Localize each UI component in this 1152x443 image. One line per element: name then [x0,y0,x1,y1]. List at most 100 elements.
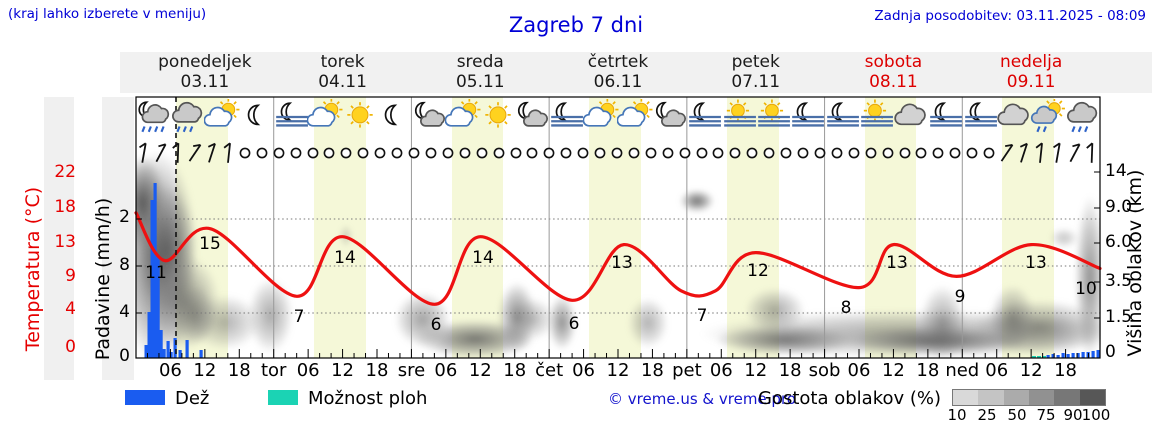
wind-symbol [306,142,322,164]
day-date: 07.11 [731,72,781,92]
density-tick-label: 100 [1081,406,1111,424]
calm-wind-icon [374,147,386,159]
calm-wind-icon [899,147,910,159]
wind-symbol [492,142,508,164]
x-hour-label: 18 [640,360,664,381]
day-header-petek: petek 07.11 [686,52,826,92]
wind-symbol [1050,142,1066,164]
wind-symbol [661,142,677,164]
wind-symbol [610,142,626,164]
wind-barb-icon [139,142,148,163]
calm-wind-icon [865,147,877,159]
wind-symbol [542,142,558,164]
calm-wind-icon [831,147,843,159]
page-title: Zagreb 7 dni [508,13,644,37]
wind-symbol [830,142,846,164]
day-name: torek [320,52,365,72]
weather-icon-moon [239,99,275,135]
calm-wind-icon [966,147,978,159]
day-name: četrtek [548,52,688,72]
weather-icon-sun-cloud [444,98,481,135]
calm-wind-icon [560,147,572,159]
moon-fog-icon [276,102,308,127]
day-name: sobota [823,52,963,72]
day-name: sreda [456,52,504,72]
day-date: 03.11 [135,72,275,92]
wind-symbol [948,142,964,164]
day-header-band [120,52,1152,93]
daylight-band [451,97,504,358]
sun-fog-icon [758,99,790,127]
calm-wind-icon [577,147,589,159]
weather-icon-moon-fog [273,99,309,135]
cloud-tick-label: 1.5 [1105,307,1133,327]
temp-tick-label: 4 [65,299,76,319]
wind-symbol [238,142,254,164]
calm-wind-icon [543,147,555,159]
wind-symbol [373,142,389,164]
day-date: 06.11 [548,72,688,92]
day-date: 09.11 [961,72,1101,92]
wind-symbol [407,142,423,164]
sun-icon [347,102,373,128]
density-scale-segment [1003,390,1029,405]
density-tick-label: 25 [977,406,997,424]
wind-symbol [745,142,761,164]
day-date: 09.11 [1006,72,1056,92]
calm-wind-icon [797,147,809,159]
wind-symbol [458,142,474,164]
cloud-icon [997,103,1029,126]
wind-symbol [881,142,897,164]
weather-icon-sun-cloud [306,98,343,135]
calm-wind-icon [983,147,995,159]
x-hour-label: 06 [709,360,733,381]
weather-icon-moon-fog [927,99,963,135]
day-date: 08.11 [823,72,963,92]
calm-wind-icon [256,147,268,159]
wind-symbol [204,142,220,164]
weather-icon-moon-cloud [514,99,550,135]
wind-barb-icon [188,143,202,162]
sun-cloud-icon [306,98,343,127]
sun-cloud-rain-icon [1031,97,1066,133]
wind-symbol [1084,142,1100,164]
wind-symbol [914,142,930,164]
calm-wind-icon [696,147,707,159]
copyright-link[interactable]: © vreme.us & vreme.pro [608,390,796,408]
wind-barb-icon [172,142,180,163]
sun-cloud-icon [444,98,481,127]
x-hour-label: 06 [434,360,458,381]
wind-barb-icon [1085,142,1093,163]
x-hour-label: 06 [572,360,596,381]
cloud-shading-blob [628,298,668,348]
sun-icon [484,102,511,128]
cloud-tick-label: 14 [1105,161,1127,181]
x-hour-label: 06 [158,360,182,381]
wind-symbol [1016,142,1032,164]
x-hour-label: 18 [778,360,802,381]
density-scale-segment [1054,390,1080,405]
day-date: 05.11 [455,72,505,92]
wind-symbol [187,142,203,164]
calm-wind-icon [340,147,352,159]
wind-symbol [813,142,829,164]
cloud-shading-blob [1075,195,1101,358]
temp-tick-label: 13 [54,232,76,252]
moon-fog-icon [792,102,825,127]
day-date: 04.11 [318,72,367,92]
sun-fog-icon [723,99,756,127]
density-tick-label: 75 [1036,406,1056,424]
wind-symbol [509,142,525,164]
moon-icon [384,104,398,126]
rain-legend-label: Dež [175,388,210,409]
calm-wind-icon [307,147,318,159]
x-hour-label: 12 [744,360,768,381]
moon-cloud-rain-icon [138,101,170,133]
weather-icon-sun [480,99,516,135]
wind-symbol [272,142,288,164]
moon-fog-icon [930,102,963,127]
wind-symbol [424,142,440,164]
weather-icon-moon-cloud [411,99,447,135]
cloud-rain-icon [171,101,202,133]
